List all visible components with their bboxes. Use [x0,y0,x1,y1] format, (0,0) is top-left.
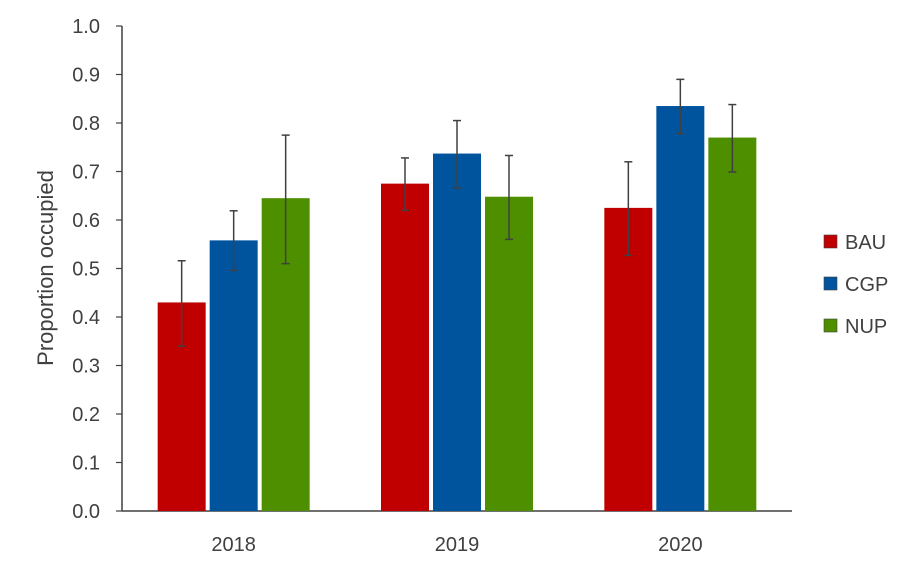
y-tick-label: 0.3 [72,356,100,378]
legend-label-nup: NUP [845,316,887,338]
y-tick-label: 0.2 [72,404,100,426]
bars [157,106,757,512]
bar-nup-2019 [485,196,533,511]
legend-label-cgp: CGP [845,274,888,296]
x-tick-label: 2020 [658,534,703,556]
y-tick-label: 1.0 [72,16,100,38]
y-axis-title: Proportion occupied [33,170,58,366]
bar-cgp-2020 [656,106,705,512]
error-bars [177,78,737,347]
bar-bau-2020 [604,207,653,511]
legend-label-bau: BAU [845,232,886,254]
y-tick-label: 0.8 [72,113,100,135]
legend: BAU CGP NUP [823,232,888,338]
x-tick-label: 2018 [211,534,256,556]
x-tick-label: 2019 [435,534,480,556]
bar-bau-2019 [381,183,429,511]
y-tick-label: 0.9 [72,65,100,87]
bar-cgp-2018 [209,240,258,511]
bar-cgp-2019 [433,153,481,511]
y-tick-label: 0.6 [72,210,100,232]
legend-swatch-cgp [823,276,838,291]
legend-swatch-nup [823,318,838,333]
y-tick-label: 0.1 [72,453,100,475]
legend-swatch-bau [823,234,838,249]
y-tick-label: 0.0 [72,501,100,523]
tick-labels: 0.0 0.1 0.2 0.3 0.4 0.5 0.6 0.7 0.8 0.9 1.0 2018 201… [72,16,702,556]
y-tick-label: 0.7 [72,162,100,184]
bar-nup-2020 [708,137,757,512]
y-tick-label: 0.5 [72,259,100,281]
y-tick-label: 0.4 [72,307,100,329]
